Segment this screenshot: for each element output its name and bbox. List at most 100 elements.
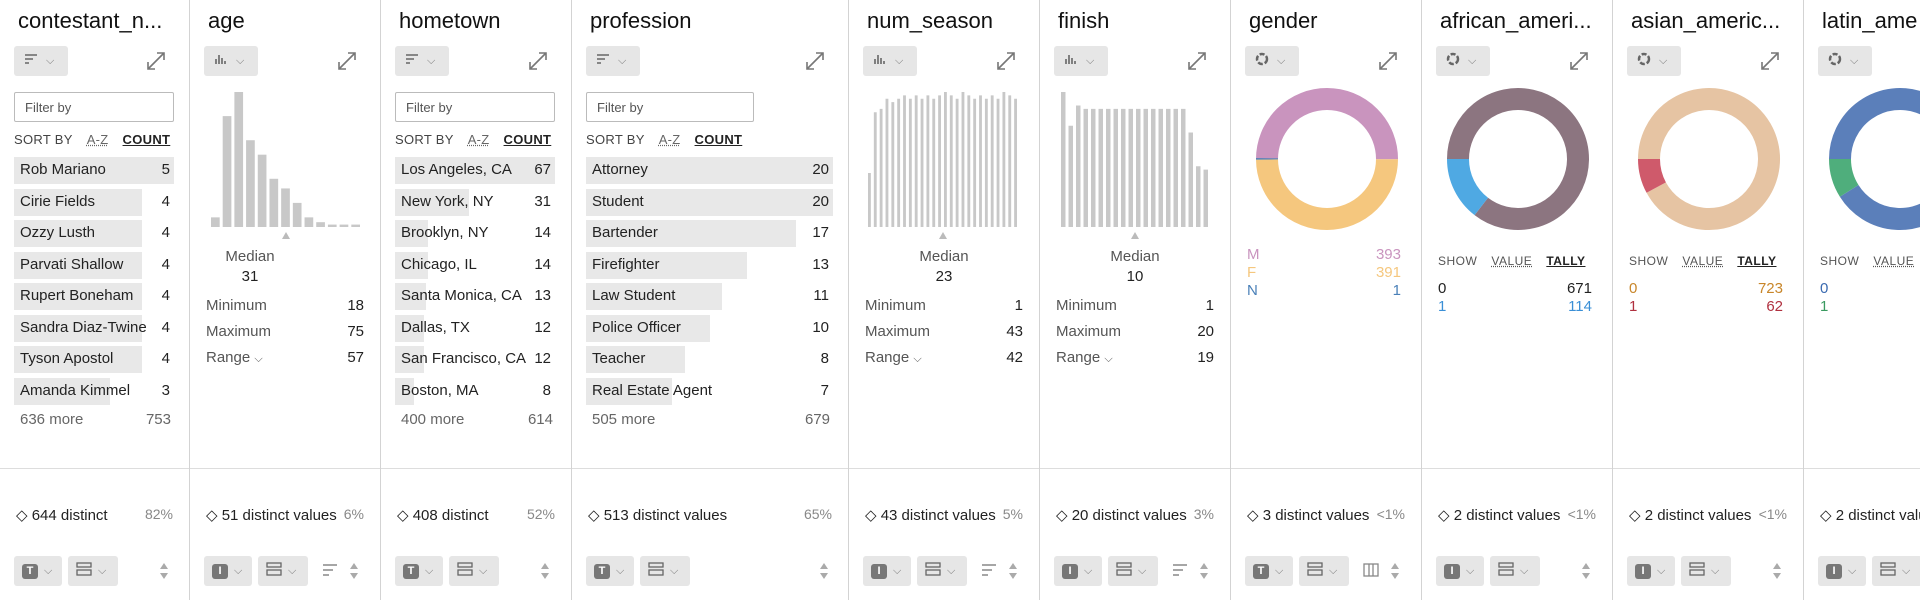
layout-dropdown[interactable]: ⌵ [1299, 556, 1349, 586]
show-tally-button[interactable]: TALLY [1546, 254, 1586, 268]
show-value-button[interactable]: VALUE [1682, 254, 1724, 268]
column-title[interactable]: hometown [399, 8, 501, 33]
columns-icon[interactable] [1363, 563, 1379, 577]
type-dropdown[interactable]: I ⌵ [1436, 556, 1484, 586]
sort-az-button[interactable]: A-Z [658, 132, 681, 147]
type-dropdown[interactable]: I ⌵ [863, 556, 911, 586]
expand-icon[interactable] [804, 50, 826, 72]
expand-icon[interactable] [1377, 50, 1399, 72]
sort-count-button[interactable]: COUNT [122, 132, 171, 147]
layout-dropdown[interactable]: ⌵ [258, 556, 308, 586]
more-values-link[interactable]: 400 more [401, 411, 465, 428]
reorder-icon[interactable] [1580, 561, 1592, 581]
type-dropdown[interactable]: T ⌵ [1245, 556, 1293, 586]
list-item[interactable]: Bartender 17 [586, 220, 833, 247]
donut-slice[interactable] [1829, 158, 1859, 197]
donut-view-dropdown[interactable]: ⌵ [1436, 46, 1490, 76]
layout-dropdown[interactable]: ⌵ [68, 556, 118, 586]
donut-slice[interactable] [1447, 158, 1489, 216]
layout-dropdown[interactable]: ⌵ [1681, 556, 1731, 586]
filter-input[interactable] [586, 92, 754, 122]
reorder-icon[interactable] [348, 561, 360, 581]
expand-icon[interactable] [336, 50, 358, 72]
sort-count-button[interactable]: COUNT [503, 132, 552, 147]
list-item[interactable]: Firefighter 13 [586, 251, 833, 279]
type-dropdown[interactable]: T ⌵ [586, 556, 634, 586]
donut-slice[interactable] [1829, 88, 1920, 230]
sort-lines-icon[interactable] [1172, 563, 1188, 577]
donut-slice[interactable] [1638, 88, 1780, 230]
reorder-icon[interactable] [1007, 561, 1019, 581]
list-item[interactable]: Parvati Shallow 4 [14, 251, 174, 279]
histogram-view-dropdown[interactable]: ⌵ [204, 46, 258, 76]
type-dropdown[interactable]: I ⌵ [1818, 556, 1866, 586]
layout-dropdown[interactable]: ⌵ [1108, 556, 1158, 586]
reorder-icon[interactable] [818, 561, 830, 581]
list-item[interactable]: Ozzy Lusth 4 [14, 220, 174, 247]
list-item[interactable]: Dallas, TX 12 [395, 314, 555, 342]
expand-icon[interactable] [1186, 50, 1208, 72]
sort-view-dropdown[interactable]: ⌵ [395, 46, 449, 76]
list-item[interactable]: Teacher 8 [586, 346, 833, 373]
donut-view-dropdown[interactable]: ⌵ [1627, 46, 1681, 76]
reorder-icon[interactable] [1771, 561, 1783, 581]
sort-lines-icon[interactable] [981, 563, 997, 577]
donut-view-dropdown[interactable]: ⌵ [1818, 46, 1872, 76]
list-item[interactable]: Law Student 11 [586, 283, 833, 310]
list-item[interactable]: San Francisco, CA 12 [395, 346, 555, 373]
histogram-view-dropdown[interactable]: ⌵ [863, 46, 917, 76]
list-item[interactable]: Brooklyn, NY 14 [395, 220, 555, 247]
type-dropdown[interactable]: I ⌵ [1054, 556, 1102, 586]
layout-dropdown[interactable]: ⌵ [1872, 556, 1920, 586]
filter-input[interactable] [14, 92, 174, 122]
donut-slice[interactable] [1256, 158, 1398, 231]
list-item[interactable]: New York, NY 31 [395, 188, 555, 216]
list-item[interactable]: Real Estate Agent 7 [586, 377, 833, 405]
range-toggle[interactable]: Range ⌵ [206, 349, 263, 366]
show-value-button[interactable]: VALUE [1491, 254, 1533, 268]
layout-dropdown[interactable]: ⌵ [640, 556, 690, 586]
sort-az-button[interactable]: A-Z [467, 132, 490, 147]
range-toggle[interactable]: Range ⌵ [865, 349, 922, 366]
list-item[interactable]: Santa Monica, CA 13 [395, 283, 555, 310]
range-toggle[interactable]: Range ⌵ [1056, 349, 1113, 366]
more-values-link[interactable]: 636 more [20, 411, 84, 428]
type-dropdown[interactable]: T ⌵ [395, 556, 443, 586]
reorder-icon[interactable] [1198, 561, 1210, 581]
list-item[interactable]: Chicago, IL 14 [395, 251, 555, 279]
list-item[interactable]: Rupert Boneham 4 [14, 283, 174, 310]
sort-view-dropdown[interactable]: ⌵ [14, 46, 68, 76]
show-tally-button[interactable]: TALLY [1737, 254, 1777, 268]
type-dropdown[interactable]: T ⌵ [14, 556, 62, 586]
layout-dropdown[interactable]: ⌵ [449, 556, 499, 586]
expand-icon[interactable] [527, 50, 549, 72]
list-item[interactable]: Sandra Diaz-Twine 4 [14, 314, 174, 342]
show-value-button[interactable]: VALUE [1873, 254, 1915, 268]
expand-icon[interactable] [1759, 50, 1781, 72]
reorder-icon[interactable] [1389, 561, 1401, 581]
sort-lines-icon[interactable] [322, 563, 338, 577]
donut-slice[interactable] [1447, 88, 1589, 230]
list-item[interactable]: Tyson Apostol 4 [14, 346, 174, 373]
donut-slice[interactable] [1256, 88, 1399, 160]
sort-az-button[interactable]: A-Z [86, 132, 109, 147]
list-item[interactable]: Student 20 [586, 188, 833, 216]
filter-input[interactable] [395, 92, 555, 122]
reorder-icon[interactable] [158, 561, 170, 581]
more-values-link[interactable]: 505 more [592, 411, 656, 428]
layout-dropdown[interactable]: ⌵ [917, 556, 967, 586]
list-item[interactable]: Attorney 20 [586, 157, 833, 184]
sort-view-dropdown[interactable]: ⌵ [586, 46, 640, 76]
list-item[interactable]: Rob Mariano 5 [14, 157, 174, 184]
type-dropdown[interactable]: I ⌵ [204, 556, 252, 586]
expand-icon[interactable] [145, 50, 167, 72]
list-item[interactable]: Police Officer 10 [586, 314, 833, 342]
list-item[interactable]: Cirie Fields 4 [14, 188, 174, 216]
layout-dropdown[interactable]: ⌵ [1490, 556, 1540, 586]
reorder-icon[interactable] [539, 561, 551, 581]
histogram-view-dropdown[interactable]: ⌵ [1054, 46, 1108, 76]
column-title[interactable]: contestant_n... [18, 8, 163, 33]
sort-count-button[interactable]: COUNT [694, 132, 743, 147]
list-item[interactable]: Amanda Kimmel 3 [14, 377, 174, 405]
donut-view-dropdown[interactable]: ⌵ [1245, 46, 1299, 76]
